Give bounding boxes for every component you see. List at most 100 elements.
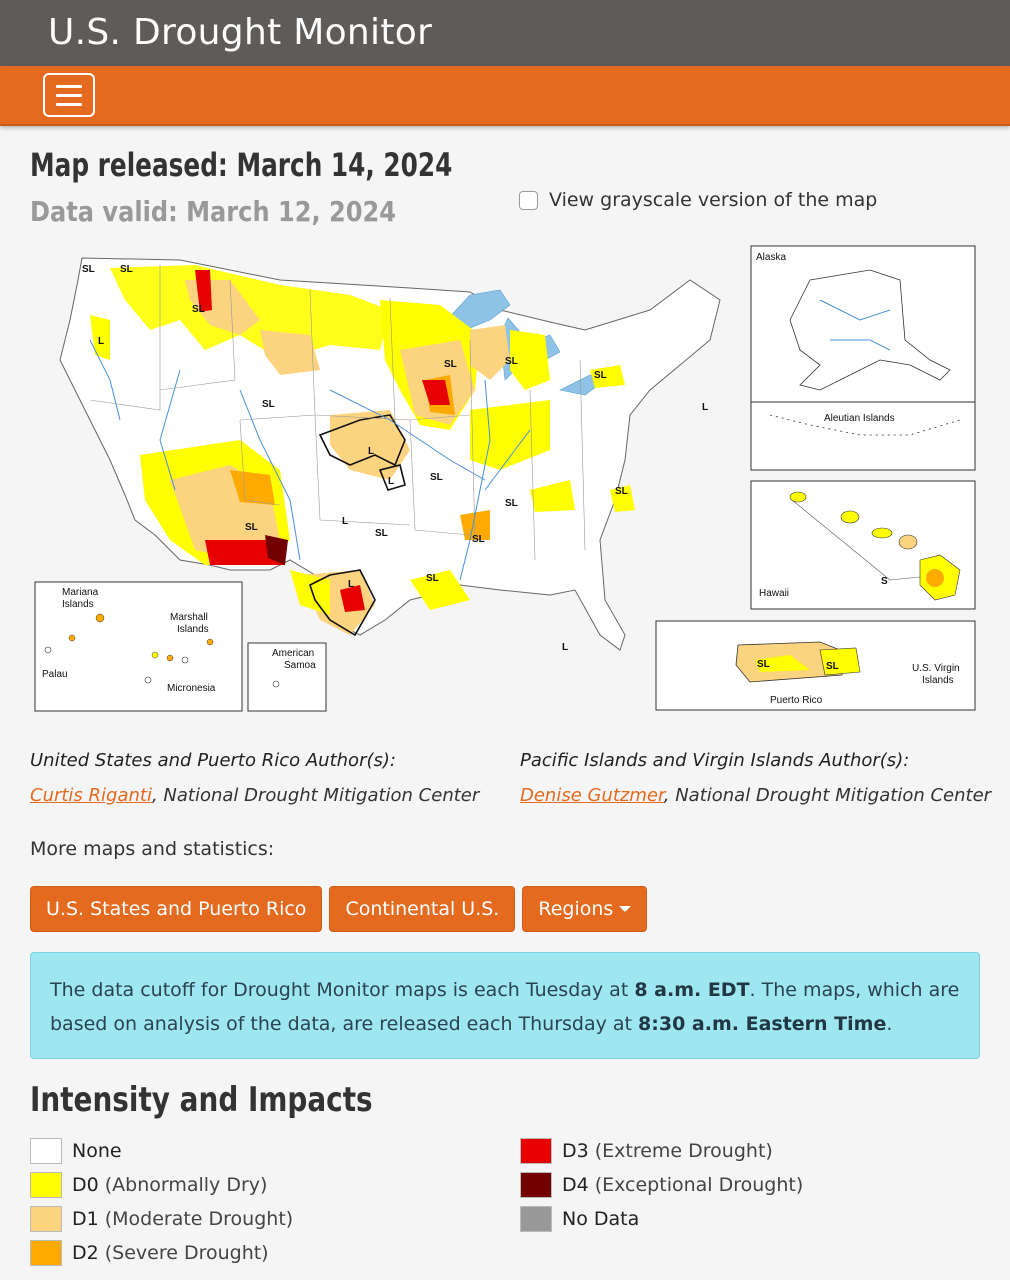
drought-areas [90,265,635,635]
legend-desc: (Severe Drought) [104,1242,269,1264]
map-label-sl: SL [594,370,607,381]
samoa-label-line2: Samoa [284,660,316,671]
menu-toggle-button[interactable] [43,73,95,117]
state-lines [89,265,586,561]
continental-us-button[interactable]: Continental U.S. [329,886,516,932]
caret-down-icon [619,906,632,912]
legend-desc: (Exceptional Drought) [594,1174,804,1196]
alaska-inset: Alaska Aleutian Islands [750,245,976,471]
map-label-sl: SL [426,573,439,584]
pacific-vi-authors: Pacific Islands and Virgin Islands Autho… [520,750,992,806]
swatch-d3 [520,1138,552,1164]
map-label-sl: SL [505,498,518,509]
usvi-label-line1: U.S. Virgin [912,663,960,674]
alaska-label: Alaska [756,252,786,263]
map-released-date: Map released: March 14, 2024 [30,146,453,184]
legend-right: D3 (Extreme Drought) D4 (Exceptional Droug… [520,1134,803,1236]
legend-item: D0 (Abnormally Dry) [30,1168,293,1202]
notice-text: . The maps, which are based on analysis … [50,979,960,1035]
map-buttons: U.S. States and Puerto Rico Continental … [30,886,648,932]
hawaii-inset: Hawaii S [750,480,976,610]
legend-item: None [30,1134,293,1168]
puerto-rico-label: Puerto Rico [770,695,823,706]
legend-desc: (Extreme Drought) [594,1140,773,1162]
grayscale-toggle[interactable]: View grayscale version of the map [519,189,877,211]
map-label-sl: SL [192,304,205,315]
swatch-none [30,1138,62,1164]
cutoff-time: 8 a.m. EDT [634,979,750,1001]
pacific-islands-inset: Mariana Islands Marshall Islands Palau M… [34,581,243,712]
release-time: 8:30 a.m. Eastern Time [638,1013,887,1035]
legend-desc: (Moderate Drought) [104,1208,294,1230]
map-label-sl: SL [444,359,457,370]
american-samoa-inset: American Samoa [247,642,327,712]
marshall-label-line1: Marshall [170,612,208,623]
mariana-label-line2: Islands [62,599,94,610]
swatch-d2 [30,1240,62,1266]
swatch-d1 [30,1206,62,1232]
legend-code: D1 [72,1208,99,1230]
hamburger-icon [56,94,82,97]
mariana-label-line1: Mariana [62,587,99,598]
legend-item: No Data [520,1202,803,1236]
map-label-sl: SL [472,534,485,545]
usvi-label-line2: Islands [922,675,954,686]
legend-code: None [72,1140,122,1162]
map-label-l: L [348,579,354,590]
legend-code: D4 [562,1174,589,1196]
map-label-sl: SL [615,486,628,497]
notice-text: . [886,1013,893,1035]
hamburger-icon [56,85,82,88]
swatch-d0 [30,1172,62,1198]
legend-item: D3 (Extreme Drought) [520,1134,803,1168]
hawaii-label: Hawaii [759,588,789,599]
site-header: U.S. Drought Monitor [0,0,1010,66]
data-cutoff-notice: The data cutoff for Drought Monitor maps… [30,952,980,1059]
map-label-l: L [342,516,348,527]
hamburger-icon [56,103,82,106]
legend-code: D3 [562,1140,589,1162]
map-label-l: L [388,476,394,487]
author-link-curtis-riganti[interactable]: Curtis Riganti [30,785,152,806]
map-label-l: L [562,642,568,653]
grayscale-checkbox[interactable] [519,190,538,210]
authors-heading: United States and Puerto Rico Author(s): [30,750,396,771]
swatch-d4 [520,1172,552,1198]
legend-item: D1 (Moderate Drought) [30,1202,293,1236]
legend-code: D0 [72,1174,99,1196]
author-org: , National Drought Mitigation Center [663,785,992,806]
map-label-sl: SL [245,522,258,533]
regions-dropdown-button[interactable]: Regions [522,886,648,932]
puerto-rico-inset: SL SL Puerto Rico U.S. Virgin Islands [655,620,976,711]
author-org: , National Drought Mitigation Center [151,785,480,806]
map-label-sl: SL [82,264,95,275]
legend-code: No Data [562,1208,640,1230]
site-title[interactable]: U.S. Drought Monitor [48,12,433,53]
us-states-pr-button[interactable]: U.S. States and Puerto Rico [30,886,323,932]
map-label-sl: SL [375,528,388,539]
impact-boundaries [309,414,406,637]
legend-left: None D0 (Abnormally Dry) D1 (Moderate Drou… [30,1134,293,1270]
legend-code: D2 [72,1242,99,1264]
grayscale-label[interactable]: View grayscale version of the map [549,189,878,211]
map-label-l: L [98,336,104,347]
map-label-sl: SL [757,659,770,670]
swatch-nodata [520,1206,552,1232]
nav-bar [0,66,1010,126]
map-label-l: L [368,446,374,457]
notice-text: The data cutoff for Drought Monitor maps… [50,979,635,1001]
legend-item: D2 (Severe Drought) [30,1236,293,1270]
more-maps-label: More maps and statistics: [30,838,275,860]
legend-item: D4 (Exceptional Drought) [520,1168,803,1202]
marshall-label-line2: Islands [177,624,209,635]
rivers [89,339,531,581]
us-pr-authors: United States and Puerto Rico Author(s):… [30,750,500,806]
author-link-denise-gutzmer[interactable]: Denise Gutzmer [520,785,664,806]
map-label-sl: SL [826,661,839,672]
samoa-label-line1: American [272,648,314,659]
palau-label: Palau [42,669,68,680]
aleutian-label: Aleutian Islands [824,413,895,424]
data-valid-date: Data valid: March 12, 2024 [30,195,397,228]
intensity-heading: Intensity and Impacts [30,1080,373,1120]
regions-label: Regions [538,898,614,920]
